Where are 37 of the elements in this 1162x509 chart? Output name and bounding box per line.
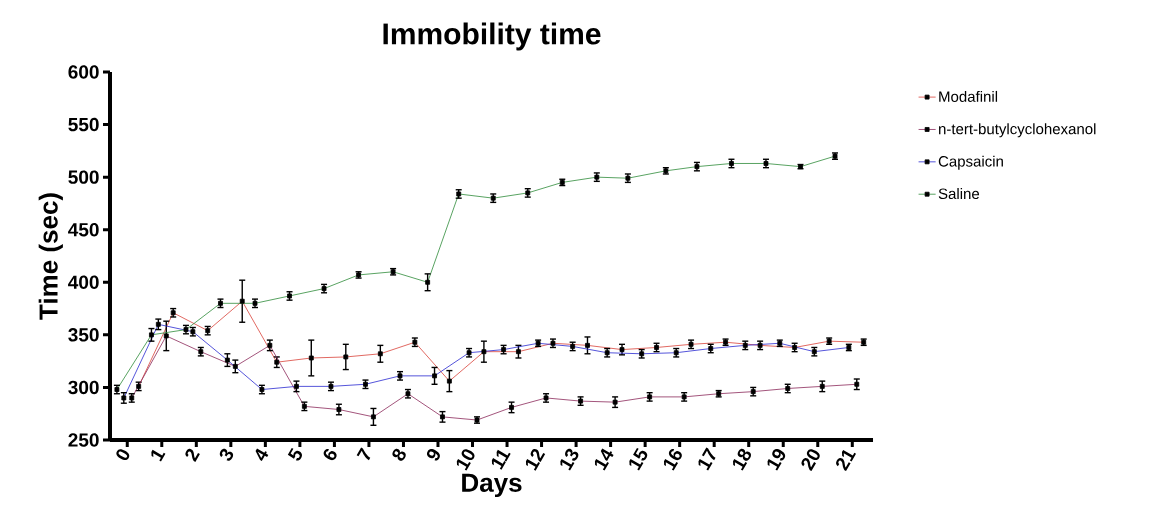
- x-tick-label: 16: [663, 448, 682, 471]
- x-tick-label: 11: [491, 449, 511, 470]
- chart-title: Immobility time: [383, 22, 601, 51]
- x-tick-label: 18: [733, 448, 752, 471]
- x-axis-title: Days: [462, 473, 522, 498]
- x-tick-label: 14: [594, 448, 614, 471]
- y-tick-label: 500: [68, 170, 99, 184]
- x-tick-label: 9: [426, 449, 440, 461]
- y-tick-label: 400: [68, 275, 99, 290]
- x-tick-label: 6: [323, 448, 337, 461]
- x-tick-label: 1: [151, 449, 166, 462]
- x-tick-label: 19: [767, 449, 786, 471]
- x-tick-label: 13: [560, 448, 579, 471]
- x-tick-label: 3: [219, 448, 234, 461]
- y-axis-title: Time (sec): [38, 193, 63, 320]
- y-tick-label: 300: [68, 380, 99, 395]
- legend-label: Saline: [938, 188, 980, 200]
- legend-label: Capsaicin: [938, 155, 1003, 170]
- y-tick-label: 350: [68, 328, 99, 342]
- x-tick-label: 10: [456, 449, 475, 471]
- x-tick-label: 8: [392, 448, 406, 461]
- x-tick-label: 4: [255, 448, 269, 461]
- x-tick-label: 7: [356, 447, 371, 461]
- y-tick-label: 250: [68, 433, 99, 447]
- x-tick-label: 20: [801, 449, 820, 472]
- x-tick-label: 15: [629, 447, 648, 471]
- y-tick-label: 600: [68, 65, 99, 79]
- x-tick-label: 2: [185, 448, 200, 462]
- legend-label: Modafinil: [939, 90, 998, 102]
- y-tick-label: 550: [68, 117, 99, 132]
- x-tick-label: 5: [287, 447, 302, 461]
- x-tick-label: 0: [116, 449, 130, 461]
- x-tick-label: 12: [525, 448, 546, 471]
- y-tick-label: 450: [68, 222, 99, 237]
- legend-label: n-tert-butylcyclohexanol: [939, 123, 1096, 138]
- x-tick-label: 17: [698, 447, 716, 471]
- x-tick-label: 21: [836, 449, 857, 472]
